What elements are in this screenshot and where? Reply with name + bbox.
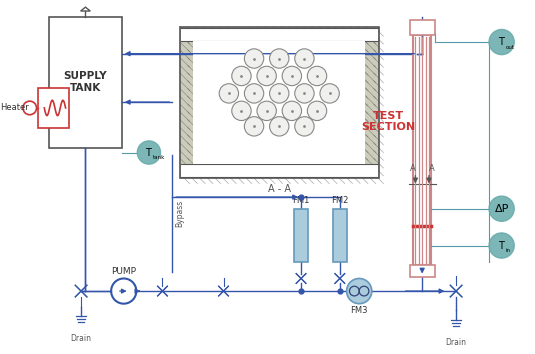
- Circle shape: [320, 84, 339, 103]
- Bar: [194, 41, 365, 164]
- Text: tank: tank: [153, 155, 165, 160]
- Text: FM3: FM3: [350, 306, 368, 315]
- Text: PUMP: PUMP: [111, 267, 136, 276]
- Bar: [180, 27, 379, 178]
- Circle shape: [257, 101, 277, 120]
- Bar: [49, 17, 122, 148]
- Text: Heater: Heater: [0, 103, 28, 113]
- Circle shape: [219, 84, 239, 103]
- Text: Bypass: Bypass: [175, 200, 184, 227]
- Bar: [414, 35, 431, 265]
- Bar: [333, 209, 347, 262]
- Bar: [410, 20, 435, 35]
- Bar: [294, 209, 308, 262]
- Text: SUPPLY
TANK: SUPPLY TANK: [64, 72, 107, 93]
- Bar: [181, 28, 378, 41]
- Text: in: in: [506, 249, 510, 253]
- Circle shape: [489, 29, 514, 55]
- Bar: [410, 265, 435, 276]
- Circle shape: [244, 49, 264, 68]
- Circle shape: [257, 66, 277, 86]
- Circle shape: [270, 49, 289, 68]
- Circle shape: [244, 117, 264, 136]
- Text: Drain: Drain: [71, 334, 91, 343]
- Circle shape: [489, 196, 514, 221]
- Bar: [39, 87, 70, 128]
- Circle shape: [137, 141, 160, 164]
- Text: T: T: [498, 240, 503, 251]
- Circle shape: [347, 279, 372, 304]
- Circle shape: [282, 66, 302, 86]
- Circle shape: [232, 66, 251, 86]
- Text: out: out: [506, 45, 515, 50]
- Circle shape: [244, 84, 264, 103]
- Text: A - A: A - A: [268, 184, 291, 194]
- Circle shape: [295, 49, 314, 68]
- Text: TEST
SECTION: TEST SECTION: [361, 111, 415, 132]
- Circle shape: [232, 101, 251, 120]
- Text: A: A: [410, 165, 415, 173]
- Circle shape: [489, 233, 514, 258]
- Circle shape: [270, 84, 289, 103]
- Text: FM2: FM2: [331, 196, 348, 205]
- Circle shape: [295, 117, 314, 136]
- Text: T: T: [145, 148, 151, 158]
- Circle shape: [307, 101, 327, 120]
- Text: ΔP: ΔP: [494, 204, 509, 214]
- Circle shape: [270, 117, 289, 136]
- Bar: [181, 164, 378, 178]
- Text: Drain: Drain: [446, 338, 467, 347]
- Text: FM1: FM1: [292, 196, 310, 205]
- Circle shape: [295, 84, 314, 103]
- Circle shape: [282, 101, 302, 120]
- Text: A: A: [429, 165, 435, 173]
- Text: T: T: [498, 37, 503, 47]
- Circle shape: [307, 66, 327, 86]
